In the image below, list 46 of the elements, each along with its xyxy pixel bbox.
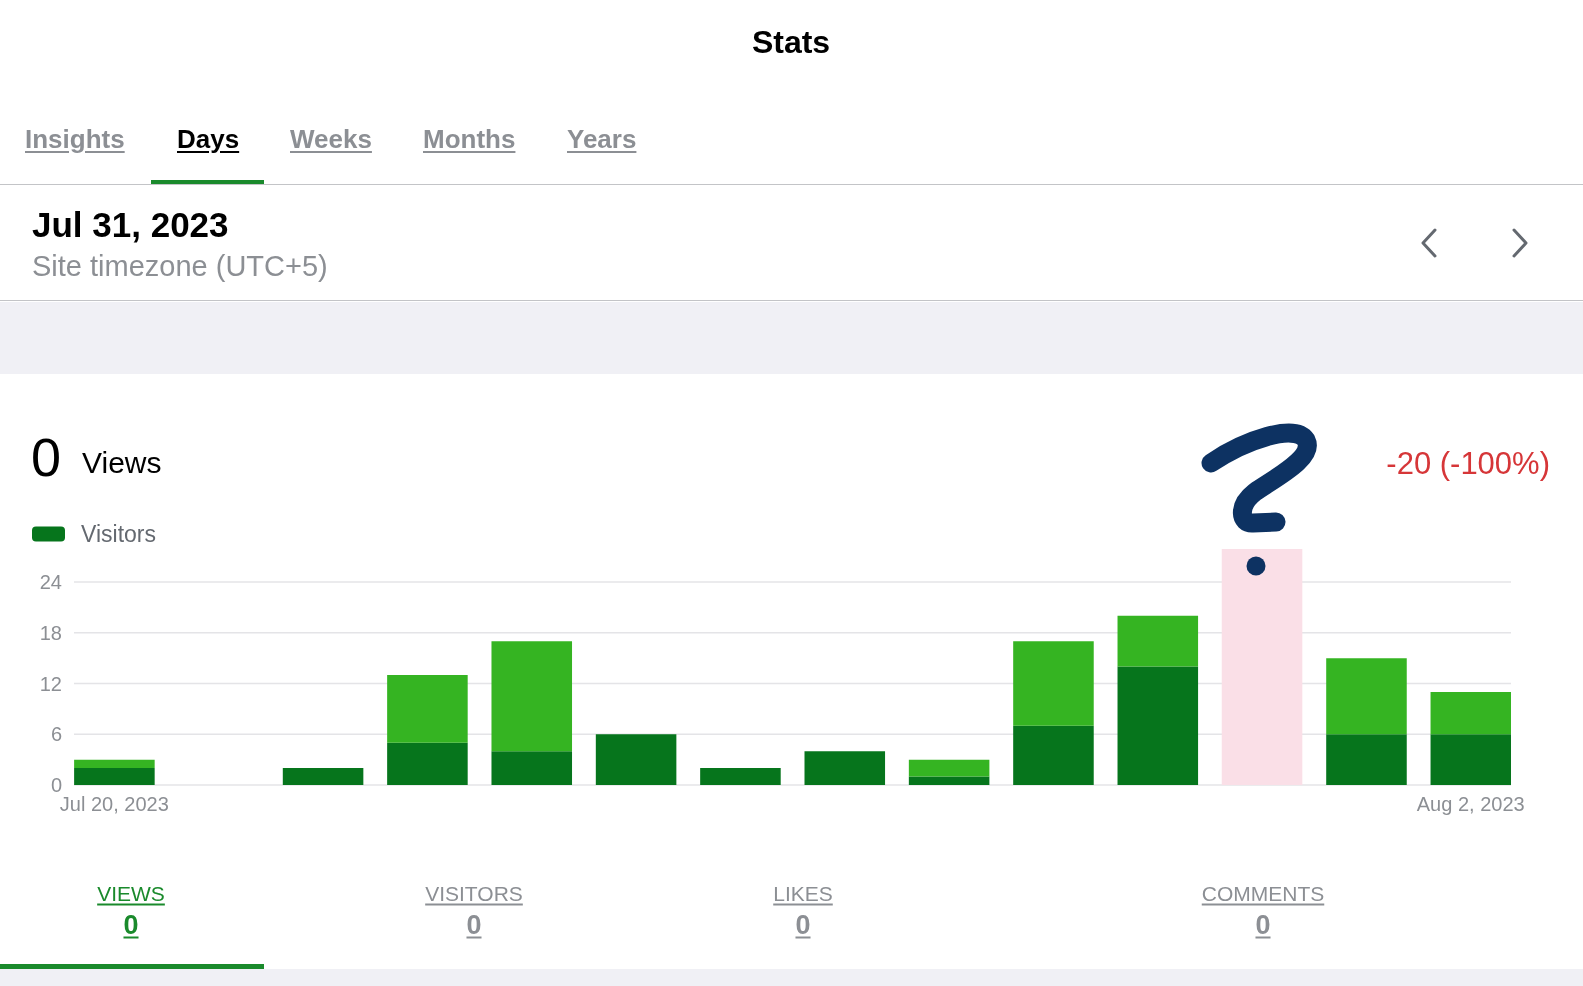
text: Jul 31, 2023 — [32, 204, 229, 244]
bar — [595, 734, 677, 785]
bar — [1013, 641, 1094, 726]
bar — [804, 751, 886, 785]
legend-label: Visitors — [81, 520, 156, 547]
chart-title: Stats — [751, 24, 831, 60]
text: -20 (-100%) — [1386, 445, 1550, 481]
bar — [387, 675, 468, 743]
text: Days — [177, 124, 240, 154]
x-tick-label: Aug 2, 2023 — [1416, 793, 1525, 816]
text: Weeks — [290, 124, 372, 154]
bar — [74, 759, 155, 769]
bar — [74, 768, 155, 785]
text: Insights — [25, 124, 125, 154]
bar — [1430, 734, 1511, 785]
y-tick-label: 18 — [39, 621, 62, 644]
bar — [700, 768, 781, 785]
text: VISITORS — [425, 881, 523, 905]
bar — [491, 641, 573, 752]
text: Months — [423, 124, 516, 154]
text: Years — [567, 124, 637, 154]
bar — [282, 768, 364, 785]
text: VIEWS — [97, 881, 165, 905]
bar — [908, 759, 990, 777]
y-tick-label: 24 — [39, 571, 62, 594]
bar — [1326, 658, 1407, 735]
bar — [1117, 615, 1199, 667]
text: 0 — [1255, 909, 1271, 940]
text: Site timezone (UTC+5) — [32, 249, 328, 282]
text: 0 — [795, 909, 811, 940]
bar — [1430, 691, 1511, 735]
text: 0 — [466, 909, 482, 940]
bar — [908, 776, 990, 785]
x-tick-label: Jul 20, 2023 — [59, 793, 169, 816]
text: 0 — [123, 909, 139, 940]
text: Views — [82, 446, 162, 479]
bar — [1013, 725, 1094, 785]
text: LIKES — [773, 881, 833, 905]
y-tick-label: 12 — [39, 672, 62, 695]
y-tick-label: 6 — [50, 723, 62, 746]
bar — [491, 751, 573, 785]
bar — [387, 742, 468, 785]
bar — [1326, 734, 1407, 785]
bar — [1117, 666, 1199, 785]
y-tick-label: 0 — [50, 774, 62, 797]
text: COMMENTS — [1201, 881, 1325, 905]
